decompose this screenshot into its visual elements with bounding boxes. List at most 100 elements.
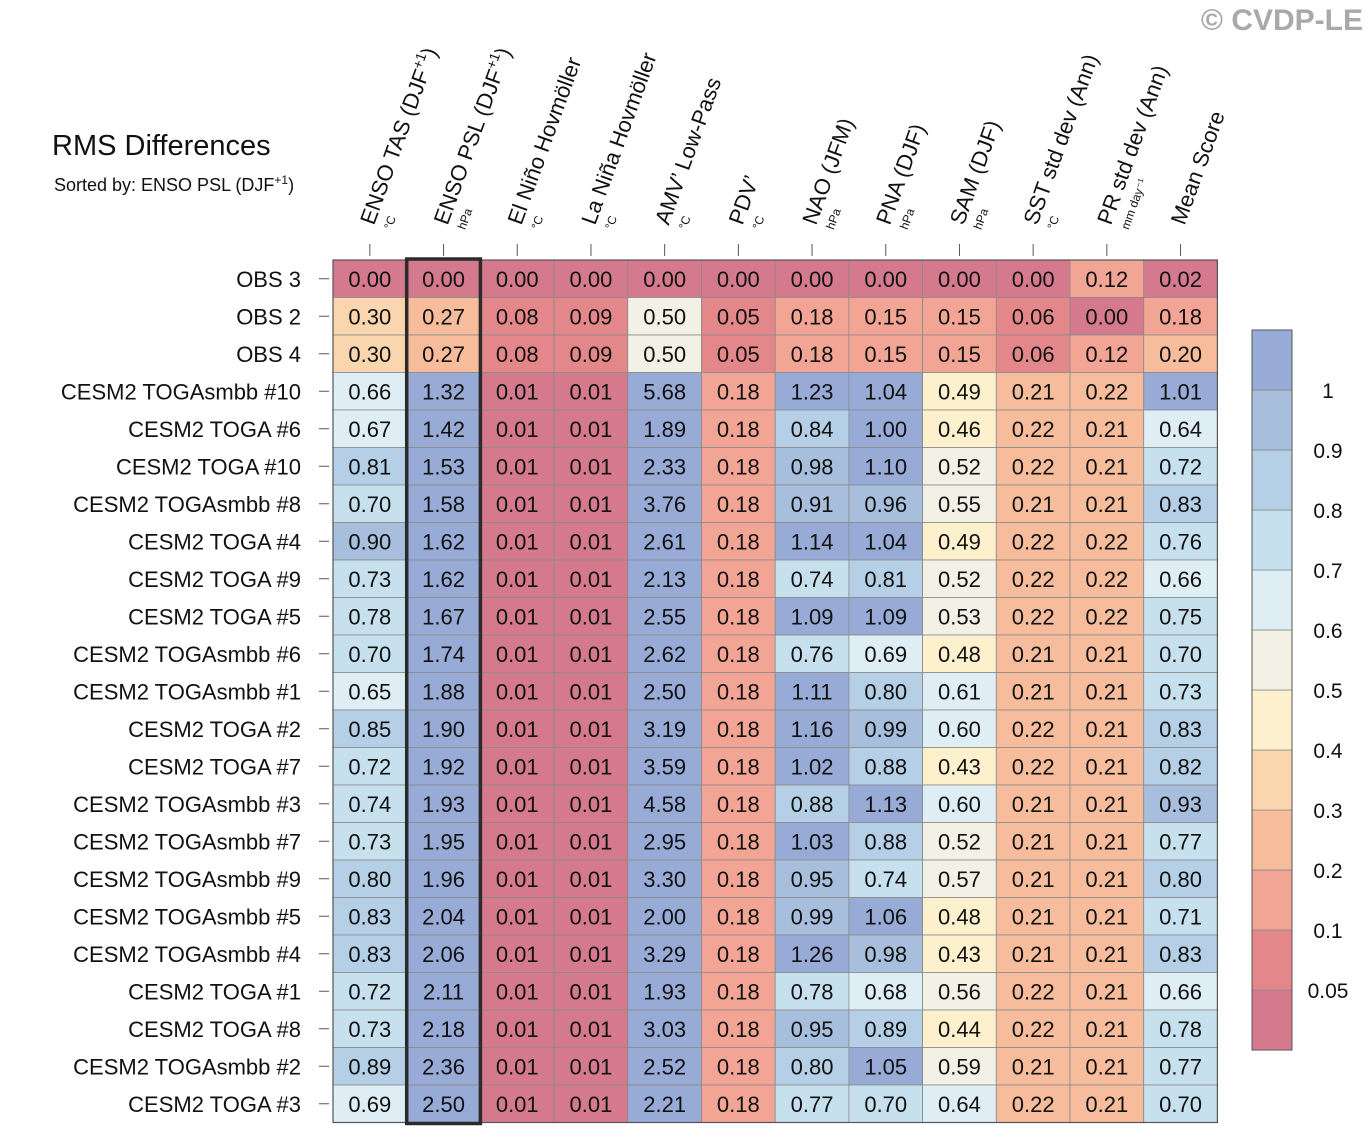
cell-value: 0.99 bbox=[791, 904, 834, 929]
heatmap-cell bbox=[553, 972, 629, 1011]
cell-value: 0.00 bbox=[1012, 267, 1055, 292]
cell-value: 2.50 bbox=[643, 679, 686, 704]
cell-value: 1.16 bbox=[791, 717, 834, 742]
heatmap-cell bbox=[1069, 297, 1145, 336]
cell-value: 0.21 bbox=[1012, 679, 1055, 704]
cell-value: 1.13 bbox=[864, 792, 907, 817]
column-unit: °C bbox=[529, 214, 547, 232]
cell-value: 0.22 bbox=[1012, 604, 1055, 629]
heatmap-cell bbox=[479, 897, 555, 936]
cell-value: 3.19 bbox=[643, 717, 686, 742]
cell-value: 0.18 bbox=[717, 454, 760, 479]
heatmap-cell bbox=[406, 709, 481, 748]
heatmap-cell bbox=[848, 409, 924, 448]
cell-value: 0.21 bbox=[1012, 642, 1055, 667]
colorbar-label: 0.2 bbox=[1313, 860, 1342, 883]
heatmap-cell bbox=[627, 784, 702, 823]
cell-value: 0.22 bbox=[1012, 717, 1055, 742]
heatmap-cell bbox=[1143, 634, 1218, 673]
heatmap-cell bbox=[332, 859, 408, 898]
heatmap-cell bbox=[922, 484, 997, 523]
heatmap-cell bbox=[1069, 972, 1145, 1011]
cell-value: 0.67 bbox=[348, 417, 391, 442]
row-label: CESM2 TOGA #5 bbox=[128, 604, 301, 629]
cell-value: 0.83 bbox=[348, 904, 391, 929]
cell-value: 0.09 bbox=[570, 304, 613, 329]
cell-value: 1.04 bbox=[864, 529, 907, 554]
heatmap-cell bbox=[848, 259, 924, 298]
cell-value: 2.04 bbox=[422, 904, 465, 929]
cell-value: 0.06 bbox=[1012, 342, 1055, 367]
cell-value: 0.48 bbox=[938, 904, 981, 929]
heatmap-cell bbox=[701, 972, 776, 1011]
colorbar-segment bbox=[1251, 449, 1293, 511]
heatmap-cell bbox=[1143, 747, 1218, 786]
heatmap-cell bbox=[922, 447, 997, 486]
cell-value: 0.77 bbox=[791, 1092, 834, 1117]
cell-value: 0.22 bbox=[1012, 754, 1055, 779]
heatmap-cell bbox=[406, 597, 481, 636]
cell-value: 0.43 bbox=[938, 942, 981, 967]
cell-value: 0.01 bbox=[496, 1092, 539, 1117]
cell-value: 1.42 bbox=[422, 417, 465, 442]
cell-value: 0.50 bbox=[643, 342, 686, 367]
cell-value: 0.89 bbox=[348, 1054, 391, 1079]
cell-value: 0.01 bbox=[570, 754, 613, 779]
cell-value: 0.78 bbox=[348, 604, 391, 629]
heatmap-cell bbox=[1143, 259, 1218, 298]
cell-value: 0.52 bbox=[938, 454, 981, 479]
row-label: CESM2 TOGAsmbb #9 bbox=[73, 867, 301, 892]
cell-value: 0.01 bbox=[570, 417, 613, 442]
cell-value: 0.18 bbox=[717, 904, 760, 929]
heatmap-cell bbox=[848, 822, 924, 861]
column-unit: °C bbox=[1044, 214, 1062, 232]
cell-value: 0.76 bbox=[791, 642, 834, 667]
cell-value: 0.65 bbox=[348, 679, 391, 704]
cell-value: 0.21 bbox=[1012, 942, 1055, 967]
cell-value: 0.21 bbox=[1085, 792, 1128, 817]
cell-value: 0.73 bbox=[348, 1017, 391, 1042]
cell-value: 0.22 bbox=[1012, 529, 1055, 554]
cell-value: 1.26 bbox=[791, 942, 834, 967]
cell-value: 0.01 bbox=[496, 792, 539, 817]
cell-value: 1.88 bbox=[422, 679, 465, 704]
cell-value: 0.00 bbox=[864, 267, 907, 292]
cell-value: 0.85 bbox=[348, 717, 391, 742]
row-label: CESM2 TOGAsmbb #5 bbox=[73, 904, 301, 929]
cell-value: 0.83 bbox=[348, 942, 391, 967]
cell-value: 0.74 bbox=[864, 867, 907, 892]
heatmap-cell bbox=[1069, 559, 1145, 598]
cell-value: 3.76 bbox=[643, 492, 686, 517]
heatmap-cell bbox=[553, 1084, 629, 1123]
row-label: OBS 3 bbox=[236, 267, 301, 292]
column-label-text: ENSO TAS (DJF+1) bbox=[353, 43, 442, 227]
heatmap-cell bbox=[995, 934, 1071, 973]
cell-value: 5.68 bbox=[643, 379, 686, 404]
cell-value: 0.71 bbox=[1159, 904, 1202, 929]
heatmap-cell bbox=[627, 822, 702, 861]
cell-value: 0.12 bbox=[1085, 267, 1128, 292]
colorbar-border bbox=[1251, 329, 1293, 1051]
colorbar-segment bbox=[1251, 989, 1293, 1051]
subtitle-superscript: +1 bbox=[274, 173, 289, 187]
cell-value: 0.22 bbox=[1085, 567, 1128, 592]
heatmap-cell bbox=[1143, 1009, 1218, 1048]
cell-value: 0.18 bbox=[1159, 304, 1202, 329]
cell-value: 0.98 bbox=[864, 942, 907, 967]
heatmap-cell bbox=[701, 334, 776, 373]
column-unit: hPa bbox=[823, 206, 844, 231]
cell-value: 0.01 bbox=[496, 642, 539, 667]
cell-value: 0.09 bbox=[570, 342, 613, 367]
heatmap-cell bbox=[406, 559, 481, 598]
cell-value: 1.74 bbox=[422, 642, 465, 667]
colorbar-segment bbox=[1251, 509, 1293, 571]
column-unit: hPa bbox=[897, 206, 918, 231]
column-unit: °C bbox=[381, 214, 399, 232]
colorbar-label: 0.6 bbox=[1313, 620, 1342, 643]
heatmap-cell bbox=[479, 709, 555, 748]
cell-value: 0.21 bbox=[1085, 979, 1128, 1004]
cell-value: 0.66 bbox=[348, 379, 391, 404]
heatmap-cell bbox=[774, 447, 850, 486]
cell-value: 0.46 bbox=[938, 417, 981, 442]
column-unit: °C bbox=[602, 214, 620, 232]
